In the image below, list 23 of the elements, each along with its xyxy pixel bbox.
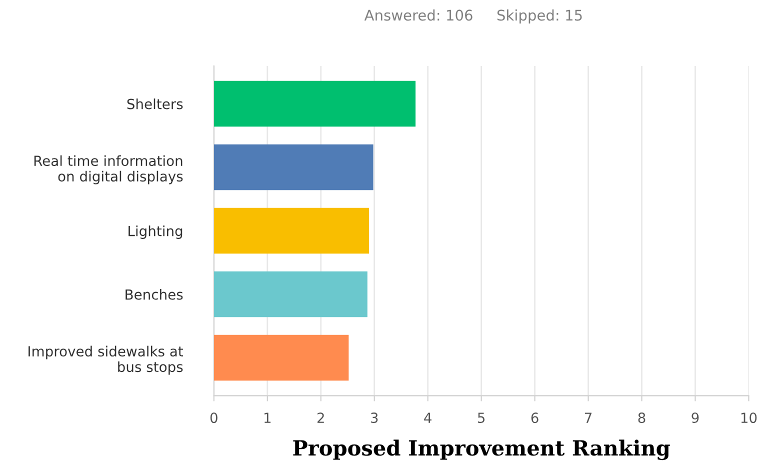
- bar: [214, 80, 416, 127]
- y-tick-label: Improved sidewalks at bus stops: [28, 346, 184, 375]
- y-tick-label: Real time information on digital displays: [34, 155, 183, 184]
- x-tick-label: 4: [424, 412, 432, 423]
- bar: [214, 334, 349, 381]
- bar: [214, 144, 374, 190]
- bar: [214, 208, 370, 254]
- x-tick-label: 1: [264, 412, 271, 423]
- chart-subtitle: Answered: 106 Skipped: 15: [364, 9, 582, 24]
- x-tick-label: 10: [741, 412, 757, 424]
- x-tick-label: 6: [531, 412, 538, 424]
- x-axis-title: Proposed Improvement Ranking: [293, 440, 670, 460]
- x-tick-label: 0: [210, 412, 218, 424]
- y-tick-label: Lighting: [128, 226, 182, 239]
- x-tick-label: 2: [317, 412, 324, 423]
- y-tick-label: Benches: [126, 289, 183, 300]
- bar: [214, 271, 368, 318]
- x-tick-label: 8: [638, 412, 646, 424]
- x-tick-label: 3: [371, 412, 378, 424]
- x-tick-label: 9: [692, 412, 699, 424]
- x-tick-label: 5: [478, 412, 485, 424]
- y-tick-label: Shelters: [127, 98, 183, 110]
- x-tick-label: 7: [585, 412, 592, 423]
